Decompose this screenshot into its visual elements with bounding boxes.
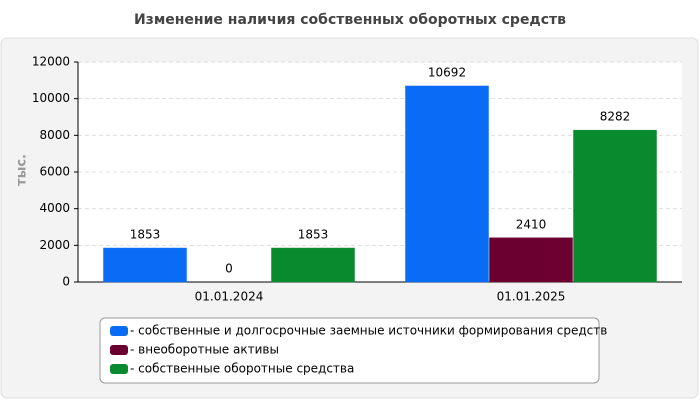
bar: [271, 247, 355, 283]
legend: [99, 317, 600, 384]
x-tick-label: 01.01.2024: [195, 290, 264, 304]
y-tick-label: 4000: [39, 201, 70, 215]
value-label: 0: [225, 262, 233, 276]
value-label: 10692: [428, 65, 466, 79]
value-label: 2410: [516, 217, 547, 231]
legend-label: - собственные оборотные средства: [130, 362, 354, 376]
y-axis-label: тыс.: [15, 154, 30, 186]
legend-swatch: [110, 345, 128, 355]
y-tick-label: 12000: [32, 55, 70, 69]
legend-label: - внеоборотные активы: [130, 343, 279, 357]
y-tick-label: 2000: [39, 238, 70, 252]
y-tick-label: 8000: [39, 128, 70, 142]
legend-swatch: [110, 326, 128, 336]
bar: [573, 129, 657, 283]
legend-swatch: [110, 364, 128, 374]
bar: [489, 237, 573, 283]
value-label: 1853: [130, 228, 161, 242]
chart-title: Изменение наличия собственных оборотных …: [134, 12, 566, 28]
y-tick-label: 0: [62, 275, 70, 289]
bar: [405, 85, 489, 283]
value-label: 1853: [298, 228, 329, 242]
bar: [103, 247, 187, 283]
legend-label: - собственные и долгосрочные заемные ист…: [130, 324, 607, 338]
y-tick-label: 10000: [32, 91, 70, 105]
value-label: 8282: [600, 110, 631, 124]
x-tick-label: 01.01.2025: [497, 290, 566, 304]
y-tick-label: 6000: [39, 165, 70, 179]
